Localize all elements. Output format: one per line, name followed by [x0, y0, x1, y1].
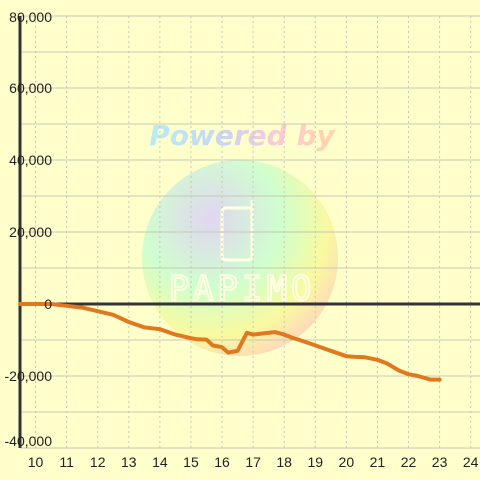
x-tick-label: 24 — [463, 454, 479, 470]
x-tick-label: 19 — [307, 454, 323, 470]
x-tick-label: 10 — [28, 454, 44, 470]
x-tick-label: 20 — [339, 454, 355, 470]
x-tick-label: 15 — [183, 454, 199, 470]
y-tick-label: 80,000 — [9, 9, 52, 25]
x-tick-label: 17 — [245, 454, 261, 470]
y-tick-label: 20,000 — [9, 224, 52, 240]
y-tick-labels: -40,000 -20,000 0 20,000 40,000 60,000 80,000 — [5, 9, 53, 449]
x-tick-label: 11 — [59, 454, 74, 470]
y-tick-label: -40,000 — [5, 433, 53, 449]
x-tick-label: 12 — [90, 454, 106, 470]
y-tick-label: 40,000 — [9, 152, 52, 168]
series-line-0 — [18, 302, 442, 382]
x-tick-label: 14 — [152, 454, 168, 470]
y-tick-label: -20,000 — [5, 368, 53, 384]
series-layer — [18, 302, 442, 382]
x-tick-label: 18 — [276, 454, 292, 470]
watermark: Powered by PAPIMO — [142, 119, 338, 356]
grid — [20, 15, 480, 449]
x-tick-label: 21 — [370, 454, 386, 470]
phone-icon — [220, 200, 254, 262]
y-tick-label: 0 — [44, 296, 52, 312]
watermark-disc — [142, 160, 338, 356]
x-tick-labels: 10 11 12 13 14 15 16 17 18 19 20 21 22 23 24 — [28, 454, 479, 470]
x-tick-label: 23 — [432, 454, 448, 470]
y-tick-label: 60,000 — [9, 80, 52, 96]
x-tick-label: 13 — [121, 454, 137, 470]
x-tick-label: 22 — [401, 454, 417, 470]
x-tick-label: 16 — [214, 454, 230, 470]
